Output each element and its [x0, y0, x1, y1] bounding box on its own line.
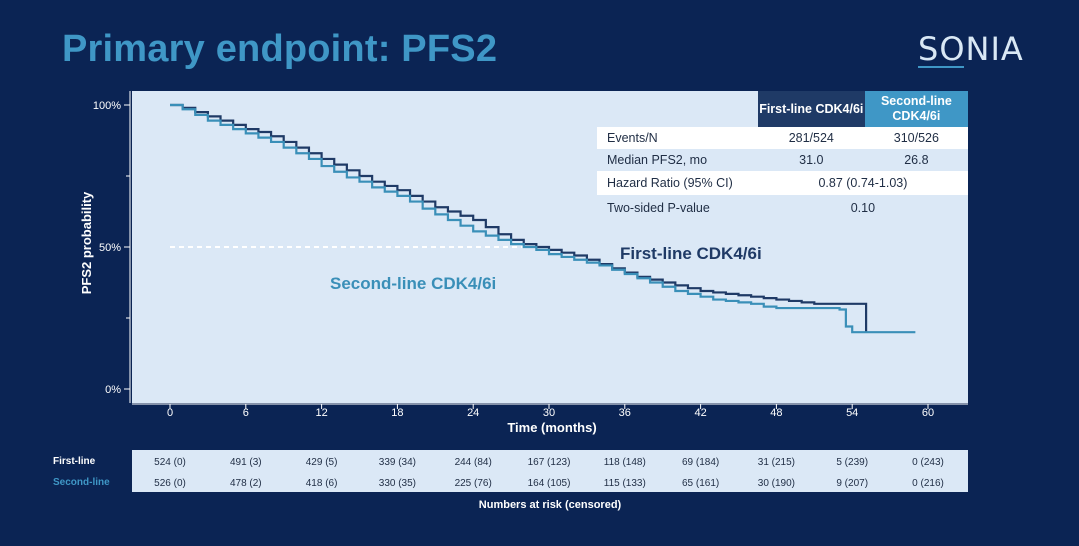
risk-first-5: 167 (123) — [528, 457, 571, 468]
risk-first-8: 31 (215) — [758, 457, 795, 468]
stats-row-events: Events/N 281/524 310/526 — [597, 127, 968, 149]
risk-first-0: 524 (0) — [154, 457, 186, 468]
median-first: 31.0 — [799, 153, 824, 167]
x-tick-label-0: 0 — [167, 407, 173, 419]
stats-header-first-label: First-line CDK4/6i — [759, 101, 864, 116]
x-tick-label-6: 36 — [619, 407, 631, 419]
risk-second-9: 9 (207) — [836, 478, 868, 489]
risk-first-6: 118 (148) — [604, 457, 646, 468]
stats-row-p: Two-sided P-value 0.10 — [597, 195, 968, 220]
x-axis-label: Time (months) — [507, 420, 596, 435]
stats-row-median: Median PFS2, mo 31.0 26.8 — [597, 149, 968, 171]
risk-second-3: 330 (35) — [379, 478, 416, 489]
risk-second-1: 478 (2) — [230, 478, 262, 489]
risk-second-6: 115 (133) — [604, 478, 646, 489]
first-line-annotation: First-line CDK4/6i — [620, 244, 762, 263]
risk-first-9: 5 (239) — [836, 457, 868, 468]
risk-first-3: 339 (34) — [379, 457, 416, 468]
risk-second-5: 164 (105) — [528, 478, 571, 489]
y-tick-label-1: 50% — [99, 242, 121, 254]
stats-header-second: Second-line CDK4/6i — [864, 91, 968, 127]
series-line-1 — [170, 103, 916, 334]
x-tick-label-3: 18 — [391, 407, 403, 419]
risk-second-7: 65 (161) — [682, 478, 719, 489]
x-tick-label-5: 30 — [543, 407, 555, 419]
x-tick-label-1: 6 — [243, 407, 249, 419]
p-value: 0.10 — [850, 200, 876, 215]
sonia-logo: SONIA — [918, 30, 1024, 68]
risk-table-footer: Numbers at risk (censored) — [478, 499, 622, 511]
y-tick-label-0: 100% — [93, 100, 121, 112]
stats-header-second-label: Second-line CDK4/6i — [880, 94, 952, 123]
risk-table-values: 524 (0) 491 (3) 429 (5) 339 (34) 244 (84) 167… — [154, 457, 944, 489]
stats-header-first: First-line CDK4/6i — [757, 91, 865, 127]
logo-underline — [918, 66, 964, 68]
risk-first-4: 244 (84) — [455, 457, 492, 468]
risk-table-bg — [132, 450, 968, 492]
y-axis-label: PFS2 probability — [79, 191, 94, 294]
stats-table: First-line CDK4/6i Second-line CDK4/6i E… — [597, 91, 968, 220]
x-tick-label-2: 12 — [315, 407, 327, 419]
events-first: 281/524 — [788, 131, 834, 145]
risk-second-10: 0 (216) — [912, 478, 944, 489]
risk-second-8: 30 (190) — [758, 478, 795, 489]
p-label: Two-sided P-value — [607, 200, 710, 215]
risk-first-2: 429 (5) — [306, 457, 338, 468]
series-group — [170, 103, 916, 334]
y-tick-label-2: 0% — [105, 384, 121, 396]
stats-row-hr: Hazard Ratio (95% CI) 0.87 (0.74-1.03) — [597, 171, 968, 195]
x-tick-label-10: 60 — [922, 407, 934, 419]
events-second: 310/526 — [893, 131, 939, 145]
risk-second-0: 526 (0) — [154, 478, 186, 489]
risk-label-first: First-line — [53, 456, 96, 467]
x-tick-label-7: 42 — [694, 407, 706, 419]
hr-label: Hazard Ratio (95% CI) — [607, 176, 733, 190]
page-title: Primary endpoint: PFS2 — [62, 28, 498, 70]
y-ticks: 100% 50% 0% — [93, 100, 130, 396]
median-second: 26.8 — [904, 153, 929, 167]
stats-header-blank — [597, 91, 758, 127]
x-ticks: 0 6 12 18 24 30 36 42 48 54 60 — [167, 404, 934, 419]
x-tick-label-4: 24 — [467, 407, 479, 419]
events-label: Events/N — [607, 131, 658, 145]
x-tick-label-9: 54 — [846, 407, 858, 419]
risk-first-7: 69 (184) — [682, 457, 719, 468]
median-label: Median PFS2, mo — [607, 153, 708, 167]
second-line-annotation: Second-line CDK4/6i — [330, 274, 496, 293]
risk-first-1: 491 (3) — [230, 457, 262, 468]
risk-second-2: 418 (6) — [306, 478, 338, 489]
risk-first-10: 0 (243) — [912, 457, 944, 468]
risk-second-4: 225 (76) — [455, 478, 492, 489]
x-tick-label-8: 48 — [770, 407, 782, 419]
risk-label-second: Second-line — [53, 477, 110, 488]
hr-value: 0.87 (0.74-1.03) — [818, 176, 908, 190]
